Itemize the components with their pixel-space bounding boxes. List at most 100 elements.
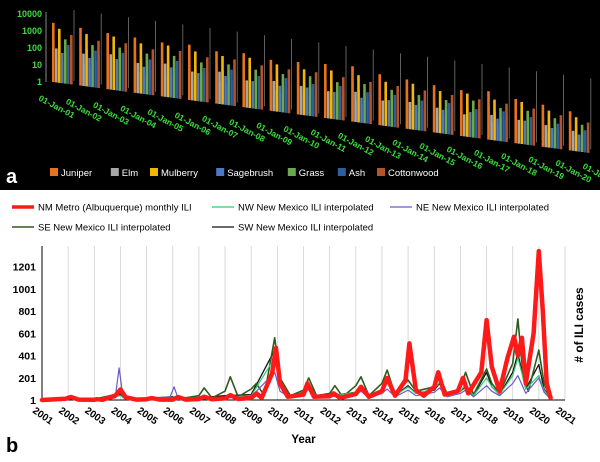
bar-juniper — [352, 82, 354, 122]
bar-cottonwood — [479, 111, 481, 139]
bar-grass — [146, 65, 149, 95]
x-tick-label: 2009 — [239, 405, 264, 427]
x-axis-label: Year — [291, 434, 316, 446]
bar-juniper — [216, 66, 218, 104]
bar-juniper — [570, 123, 572, 151]
bar-cottonwood — [180, 65, 182, 99]
bar-cottonwood — [452, 106, 454, 135]
bar-cottonwood — [343, 90, 345, 121]
bar-elm — [219, 81, 221, 104]
bar-cottonwood — [316, 85, 318, 117]
x-tick-label: 2016 — [423, 405, 448, 427]
bar-mulberry — [576, 127, 578, 152]
bar-sagebrush — [171, 76, 173, 98]
bar-juniper — [406, 94, 409, 129]
bar-ash — [285, 88, 288, 113]
bar-sagebrush — [579, 139, 581, 152]
bar-sagebrush — [361, 105, 363, 123]
bar-juniper — [162, 58, 164, 97]
legend-label-mulberry: Mulberry — [161, 168, 198, 179]
x-tick-label: 2006 — [161, 405, 186, 427]
x-tick-label: 2021 — [553, 405, 578, 427]
bar-mulberry — [304, 83, 306, 116]
panel-letter-a: a — [6, 166, 18, 188]
bar-mulberry — [249, 72, 251, 108]
bar-sagebrush — [143, 74, 146, 94]
bar-elm — [518, 126, 520, 144]
bar-cottonwood — [506, 115, 508, 142]
bar-sagebrush — [388, 108, 390, 127]
bar-ash — [340, 96, 342, 120]
bar-elm — [301, 94, 303, 115]
bar-sagebrush — [497, 125, 499, 141]
legend-swatch-mulberry — [150, 168, 158, 176]
bar-ash — [367, 101, 369, 124]
bar-grass — [391, 100, 393, 127]
x-tick-label: 2002 — [56, 405, 81, 427]
bar-juniper — [488, 105, 490, 140]
bar-mulberry — [412, 97, 415, 130]
y-tick-label: 100 — [27, 43, 42, 53]
bar-juniper — [189, 61, 191, 100]
bar-cottonwood — [207, 70, 209, 103]
bar-mulberry — [548, 121, 551, 148]
bar-cottonwood — [152, 63, 155, 96]
bar-elm — [409, 110, 412, 130]
bar-grass — [255, 81, 257, 109]
legend-swatch-juniper — [50, 168, 58, 176]
bar-ash — [258, 85, 260, 110]
y-tick-label: 401 — [18, 351, 36, 363]
bar-ash — [476, 117, 478, 138]
bar-mulberry — [113, 52, 115, 90]
series-line-nm_metro — [39, 248, 553, 403]
bar-ash — [313, 93, 315, 117]
legend-label-nm_metro: NM Metro (Albuquerque) monthly ILI — [38, 203, 192, 214]
bar-grass — [446, 110, 448, 134]
bar-mulberry — [86, 49, 88, 87]
bar-ash — [503, 120, 505, 142]
bar-ash — [149, 70, 152, 95]
bar-cottonwood — [288, 82, 291, 114]
bar-ash — [449, 112, 451, 135]
bar-elm — [491, 122, 493, 140]
bar-cottonwood — [533, 119, 535, 146]
bar-sagebrush — [198, 81, 200, 102]
bar-grass — [554, 127, 557, 149]
bar-sagebrush — [279, 93, 282, 112]
legend-label-sw: SW New Mexico ILI interpolated — [238, 223, 373, 234]
bar-mulberry — [195, 66, 197, 101]
bar-grass — [92, 57, 94, 88]
legend-swatch-grass — [287, 168, 296, 176]
legend-swatch-sagebrush — [216, 168, 225, 176]
bar-mulberry — [521, 114, 523, 144]
bar-juniper — [80, 45, 82, 86]
y-tick-label: 1 — [30, 395, 36, 407]
bar-mulberry — [385, 95, 387, 126]
bar-cottonwood — [560, 125, 563, 150]
bar-grass — [337, 93, 339, 120]
y-tick-label: 1 — [37, 77, 42, 87]
bar-cottonwood — [71, 49, 73, 85]
y-tick-label: 10 — [32, 60, 42, 70]
bar-cottonwood — [424, 102, 427, 132]
bar-grass — [119, 60, 121, 91]
bar-cottonwood — [588, 131, 590, 153]
x-tick-label: 2019 — [501, 405, 526, 427]
bar-sagebrush — [116, 68, 118, 91]
legend-label-ash: Ash — [349, 168, 365, 179]
series-line-se — [41, 318, 552, 401]
y-tick-label: 801 — [18, 306, 36, 318]
x-tick-label: 2007 — [187, 405, 212, 427]
x-tick-label: 2012 — [318, 405, 343, 427]
bar-juniper — [107, 49, 109, 90]
bar-ash — [557, 131, 560, 149]
bar-sagebrush — [252, 89, 254, 109]
bar-mulberry — [467, 106, 469, 137]
bar-sagebrush — [62, 62, 64, 84]
bar-juniper — [542, 117, 545, 147]
bar-ash — [394, 104, 396, 128]
x-tick-label: 2014 — [370, 405, 395, 427]
x-tick-label: 2010 — [266, 405, 291, 427]
bar-sagebrush — [225, 84, 227, 105]
